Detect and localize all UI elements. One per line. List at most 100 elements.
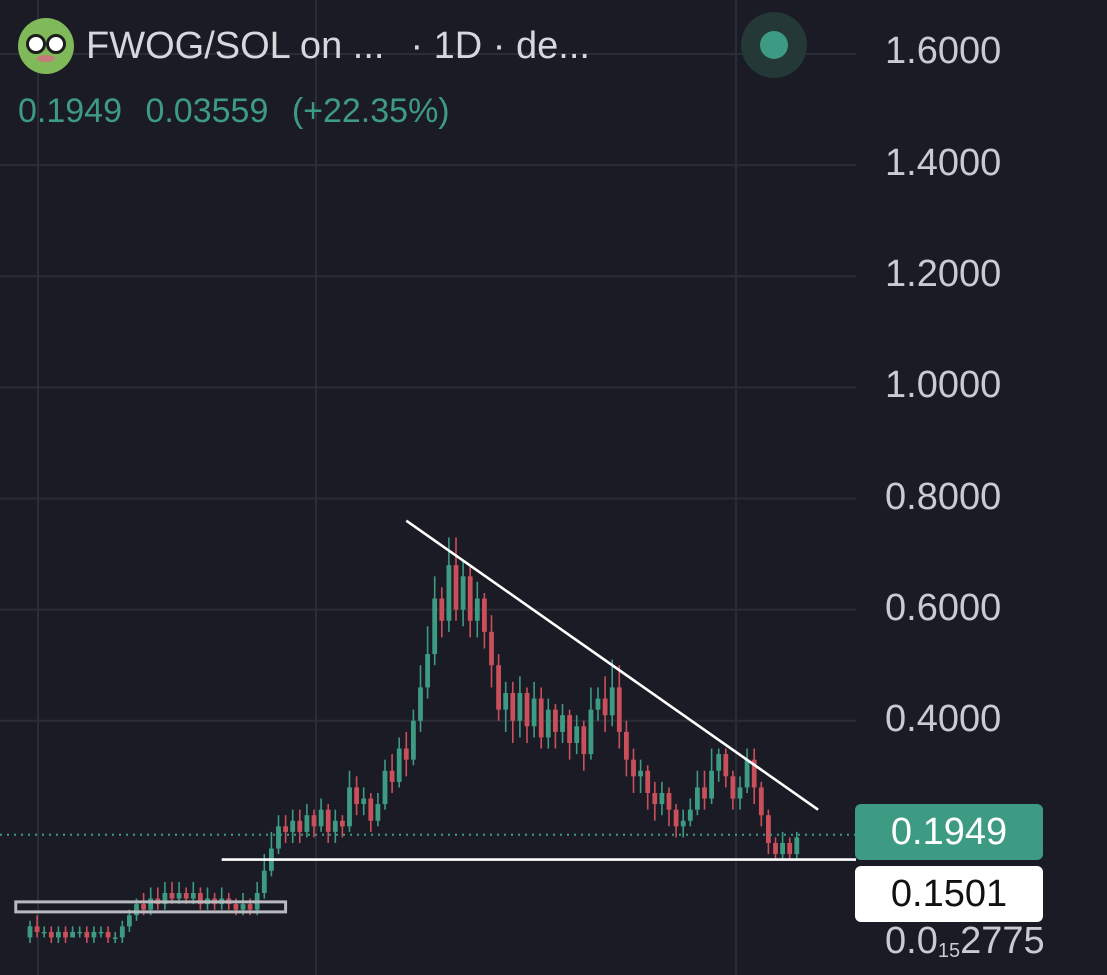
candle-body xyxy=(162,892,168,905)
candle-body xyxy=(439,598,445,621)
candle-body xyxy=(673,809,679,827)
candle-body xyxy=(524,692,530,727)
candle-body xyxy=(311,815,317,827)
candle-body xyxy=(496,665,501,710)
candle-body xyxy=(183,892,189,899)
candle-body xyxy=(432,598,438,655)
candle-body xyxy=(297,820,303,832)
candle-body xyxy=(389,770,395,782)
candle-body xyxy=(737,787,743,799)
candle-body xyxy=(730,776,736,799)
price-change: 0.03559 xyxy=(145,92,269,130)
y-tick-label: 1.2000 xyxy=(885,253,1002,295)
candle-body xyxy=(70,931,75,938)
candle-body xyxy=(787,842,793,855)
candle-body xyxy=(652,792,658,805)
y-tick-label: 1.4000 xyxy=(885,142,1002,184)
candle-body xyxy=(581,726,587,755)
candle-body xyxy=(233,904,239,910)
candle-body xyxy=(368,798,374,821)
candle-body xyxy=(609,687,615,716)
candle-body xyxy=(354,787,359,805)
candle-body xyxy=(340,820,345,827)
candle-body xyxy=(382,770,388,805)
support-level-price-tag: 0.1501 xyxy=(855,866,1043,922)
candle-body xyxy=(460,576,466,610)
last-price: 0.1949 xyxy=(18,92,122,130)
candle-body xyxy=(119,926,125,938)
candle-body xyxy=(567,715,572,743)
candle-body xyxy=(510,692,516,721)
candle-body xyxy=(276,826,281,849)
symbol-header[interactable]: FWOG/SOL on ... · 1D · de... xyxy=(18,18,590,74)
candle-body xyxy=(517,692,523,721)
symbol-title: FWOG/SOL on ... xyxy=(86,24,385,67)
candle-body xyxy=(190,892,196,899)
candle-body xyxy=(411,720,416,760)
candle-body xyxy=(347,787,352,827)
candle-body xyxy=(723,754,729,777)
candle-body xyxy=(666,792,672,810)
candle-body xyxy=(403,748,409,760)
candle-body xyxy=(780,842,785,855)
candle-body xyxy=(105,931,111,938)
candle-body xyxy=(595,698,601,710)
y-tick-label: 0.4000 xyxy=(885,698,1002,740)
candle-body xyxy=(325,809,331,832)
candle-body xyxy=(198,892,203,905)
candle-body xyxy=(553,709,558,732)
candle-body xyxy=(318,809,324,827)
y-tick-label: 1.6000 xyxy=(885,30,1002,72)
candle-body xyxy=(766,815,771,843)
y-tick-label: 0.8000 xyxy=(885,476,1002,518)
candle-body xyxy=(77,931,83,934)
candle-body xyxy=(645,770,651,793)
candle-body xyxy=(148,898,154,910)
price-change-percent: (+22.35%) xyxy=(291,92,450,130)
candle-body xyxy=(304,815,310,832)
candle-body xyxy=(169,892,175,899)
candle-body xyxy=(176,892,182,899)
candle-body xyxy=(261,870,267,893)
frog-avatar-icon xyxy=(18,18,74,74)
candle-body xyxy=(141,904,146,910)
candle-body xyxy=(467,576,473,621)
y-tick-label: 0.6000 xyxy=(885,587,1002,629)
candle-body xyxy=(695,787,700,810)
y-tick-label: 1.0000 xyxy=(885,364,1002,406)
candle-body xyxy=(396,748,402,782)
accumulation-range-box xyxy=(14,900,288,914)
candle-body xyxy=(84,931,90,938)
candle-body xyxy=(332,820,338,832)
candle-body xyxy=(702,787,707,799)
candle-body xyxy=(283,826,288,832)
candle-body xyxy=(602,698,608,716)
candle-body xyxy=(574,726,580,743)
candle-body xyxy=(482,598,487,632)
candle-body xyxy=(687,809,693,821)
candle-body xyxy=(680,820,686,827)
candle-body xyxy=(489,631,494,666)
candle-body xyxy=(631,759,636,777)
candle-body xyxy=(758,787,764,816)
candle-body xyxy=(716,754,722,771)
candle-body xyxy=(531,698,537,727)
candle-body xyxy=(240,904,246,910)
candle-body xyxy=(751,759,757,788)
candle-body xyxy=(624,731,629,760)
interval-label: · 1D · de... xyxy=(410,24,590,67)
candle-body xyxy=(375,804,381,821)
candle-body xyxy=(709,770,714,799)
live-status-dot-icon[interactable] xyxy=(741,12,807,78)
current-price-tag: 0.1949 xyxy=(855,804,1043,860)
candle-body xyxy=(56,931,61,938)
candle-body xyxy=(474,598,480,621)
price-summary: 0.1949 0.03559 (+22.35%) xyxy=(18,92,464,131)
descending-trendline xyxy=(405,519,819,811)
candle-body xyxy=(659,792,665,805)
candle-body xyxy=(418,687,423,721)
candle-body xyxy=(91,931,97,938)
candle-body xyxy=(425,654,430,688)
candle-body xyxy=(41,931,47,934)
